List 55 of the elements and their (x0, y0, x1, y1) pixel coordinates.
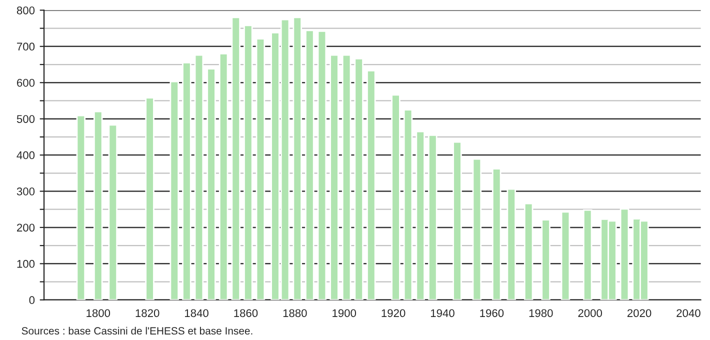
y-tick-label: 200 (17, 224, 35, 232)
bar (452, 141, 462, 300)
bar (194, 54, 204, 300)
x-tick-label: 1840 (185, 309, 208, 318)
bar (506, 188, 516, 300)
x-tick-label: 1960 (480, 309, 504, 318)
y-tick-label: 500 (16, 115, 35, 123)
bar (582, 209, 592, 300)
bar (524, 202, 534, 300)
bar (244, 24, 253, 300)
bar (317, 30, 327, 300)
bar (170, 80, 180, 300)
x-tick-label: 2020 (627, 309, 652, 318)
y-tick-label: 700 (17, 42, 35, 51)
bar (472, 158, 482, 300)
bar (620, 208, 630, 300)
bar (145, 97, 154, 300)
y-tick-label: 0 (29, 296, 35, 304)
bar (354, 58, 364, 300)
bar (492, 168, 502, 300)
x-tick-label: 1940 (430, 309, 454, 318)
bar (416, 130, 425, 300)
bar (231, 16, 241, 300)
bar (330, 54, 339, 300)
bar (108, 124, 118, 300)
y-tick-label: 600 (17, 78, 35, 87)
source-note: Sources : base Cassini de l'EHESS et base Insee. (22, 326, 252, 335)
bar (94, 110, 103, 300)
x-tick-label: 1800 (86, 309, 110, 318)
y-tick-label: 400 (16, 151, 35, 160)
y-tick-label: 800 (16, 6, 35, 14)
bar (182, 62, 192, 300)
bar (560, 211, 570, 300)
bar (403, 109, 413, 300)
x-tick-label: 2000 (578, 309, 602, 318)
bar (256, 38, 266, 300)
bar (342, 54, 352, 300)
x-tick-label: 1880 (283, 309, 307, 318)
bar (391, 94, 400, 300)
bar (76, 114, 86, 300)
x-tick-label: 1900 (332, 309, 356, 318)
x-tick-label: 1860 (234, 309, 258, 318)
bar (428, 134, 438, 300)
bar (206, 68, 216, 300)
x-tick-label: 1820 (136, 309, 160, 318)
y-tick-label: 100 (17, 260, 35, 268)
bar (292, 16, 302, 300)
y-tick-label: 300 (16, 188, 35, 196)
x-tick-label: 2040 (676, 309, 700, 318)
bar (305, 30, 314, 300)
bar (366, 70, 376, 300)
bar (541, 219, 550, 300)
x-tick-label: 1980 (529, 309, 553, 318)
bar (218, 52, 228, 300)
x-tick-label: 1920 (382, 309, 406, 318)
